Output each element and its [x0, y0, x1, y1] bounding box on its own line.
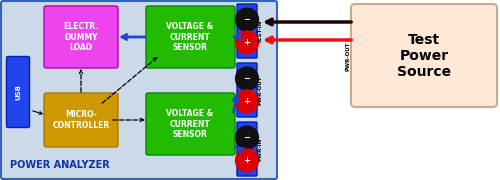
FancyBboxPatch shape: [351, 4, 497, 107]
Text: TEST-IN: TEST-IN: [258, 19, 263, 43]
FancyBboxPatch shape: [237, 122, 257, 176]
Text: PWR-IN: PWR-IN: [258, 137, 263, 161]
FancyBboxPatch shape: [237, 63, 257, 117]
Text: POWER ANALYZER: POWER ANALYZER: [10, 160, 110, 170]
Text: USB: USB: [15, 84, 21, 100]
FancyBboxPatch shape: [146, 6, 235, 68]
Circle shape: [236, 8, 258, 31]
FancyBboxPatch shape: [1, 1, 277, 179]
Text: MICRO-
CONTROLLER: MICRO- CONTROLLER: [52, 110, 110, 130]
Text: Test
Power
Source: Test Power Source: [397, 33, 451, 79]
Text: −: −: [244, 74, 250, 83]
Circle shape: [236, 126, 258, 149]
Text: +: +: [244, 97, 250, 106]
Text: PWR-OUT: PWR-OUT: [258, 75, 263, 105]
Text: VOLTAGE &
CURRENT
SENSOR: VOLTAGE & CURRENT SENSOR: [166, 109, 214, 139]
FancyBboxPatch shape: [44, 6, 118, 68]
Text: −: −: [244, 133, 250, 142]
FancyBboxPatch shape: [237, 4, 257, 58]
Text: PWR-OUT: PWR-OUT: [346, 41, 350, 71]
Circle shape: [236, 90, 258, 113]
Circle shape: [236, 31, 258, 54]
FancyBboxPatch shape: [146, 93, 235, 155]
Text: ELECTR.
DUMMY
LOAD: ELECTR. DUMMY LOAD: [64, 22, 98, 52]
Circle shape: [236, 149, 258, 172]
Circle shape: [236, 67, 258, 90]
Text: +: +: [244, 156, 250, 165]
Text: +: +: [244, 38, 250, 47]
FancyBboxPatch shape: [44, 93, 118, 147]
Text: −: −: [244, 15, 250, 24]
FancyBboxPatch shape: [6, 57, 30, 127]
Text: VOLTAGE &
CURRENT
SENSOR: VOLTAGE & CURRENT SENSOR: [166, 22, 214, 52]
